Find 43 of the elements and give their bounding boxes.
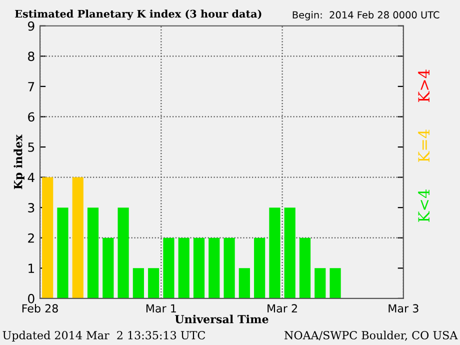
y-tick-label: 0	[28, 294, 34, 304]
bar	[178, 238, 190, 298]
x-tick-label: Feb 28	[22, 304, 58, 313]
bar	[299, 238, 311, 298]
bar	[148, 268, 160, 298]
bar	[118, 208, 129, 298]
y-tick-label: 4	[28, 172, 34, 182]
bar	[193, 238, 205, 298]
text: K=4	[418, 130, 430, 162]
y-tick-label: 1	[28, 264, 34, 273]
bar	[87, 208, 99, 298]
bar	[238, 268, 250, 298]
y-tick-label: 3	[28, 203, 34, 212]
y-tick-label: 7	[28, 82, 34, 92]
x-tick-label: Mar 1	[146, 304, 176, 313]
x-tick-label: Mar 3	[388, 304, 418, 313]
bar	[132, 268, 144, 298]
text: NOAA/SWPC Boulder, CO USA	[284, 330, 458, 341]
bar	[102, 238, 114, 298]
bar	[314, 268, 326, 298]
y-tick-label: 2	[28, 233, 34, 243]
bar	[208, 238, 220, 298]
bar	[57, 208, 68, 298]
y-axis-title: Kp index	[14, 134, 24, 190]
bar	[269, 208, 280, 298]
bar	[254, 238, 266, 298]
bar	[284, 208, 296, 298]
chart-title: Estimated Planetary K index (3 hour data)	[15, 10, 262, 20]
text: Updated 2014 Mar 2 13:35:13 UTC	[2, 330, 206, 342]
bar	[42, 177, 54, 298]
y-tick-label: 8	[28, 52, 34, 62]
x-tick-label: Mar 2	[268, 304, 297, 313]
y-tick-label: 9	[28, 21, 34, 31]
text: K>4	[418, 70, 430, 102]
bar	[224, 238, 235, 298]
bar	[72, 177, 84, 298]
x-axis-title: Universal Time	[174, 314, 268, 324]
bar	[163, 238, 174, 298]
y-tick-label: 6	[28, 112, 34, 122]
chart-subtitle: Begin: 2014 Feb 28 0000 UTC	[292, 11, 440, 20]
text: K<4	[418, 190, 430, 222]
y-tick-label: 5	[28, 142, 34, 152]
bar	[330, 268, 341, 298]
